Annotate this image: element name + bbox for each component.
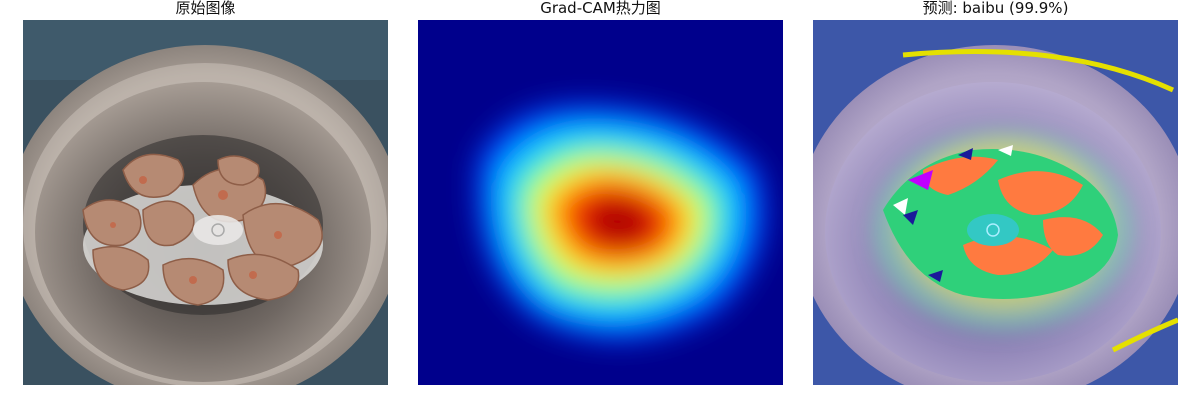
original-image-panel: 原始图像 <box>23 0 388 385</box>
gradcam-heatmap-title: Grad-CAM热力图 <box>540 0 661 17</box>
prediction-overlay-image <box>813 20 1178 385</box>
original-image <box>23 20 388 385</box>
prediction-title: 预测: baibu (99.9%) <box>922 0 1069 17</box>
original-image-title: 原始图像 <box>175 0 236 17</box>
prediction-overlay-panel: 预测: baibu (99.9%) <box>813 0 1178 385</box>
gradcam-heatmap-image <box>418 20 783 385</box>
gradcam-heatmap-panel: Grad-CAM热力图 <box>418 0 783 385</box>
